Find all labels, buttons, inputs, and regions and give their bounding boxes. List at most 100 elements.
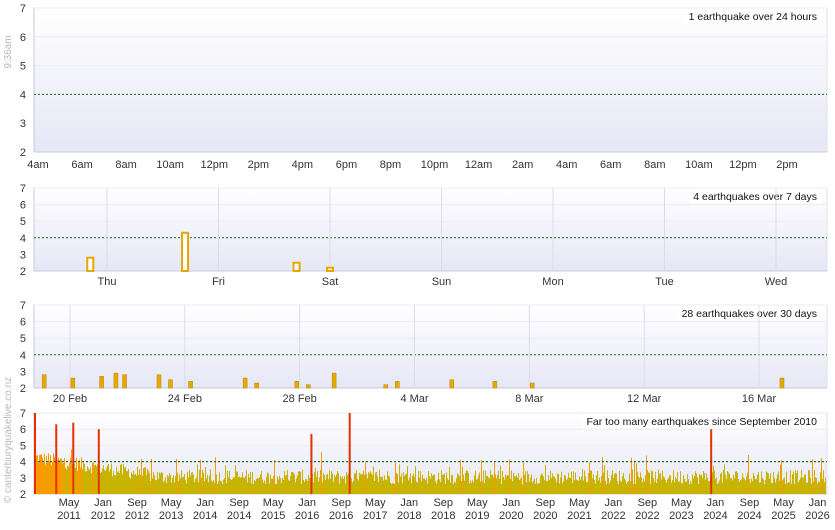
earthquake-bar <box>202 469 203 494</box>
earthquake-bar <box>369 473 370 494</box>
earthquake-bar <box>154 475 155 494</box>
earthquake-bar <box>294 381 300 389</box>
earthquake-bar <box>302 469 303 494</box>
earthquake-bar <box>292 472 293 494</box>
earthquake-bar <box>379 469 380 494</box>
earthquake-bar <box>239 476 240 494</box>
earthquake-bar <box>628 481 629 494</box>
earthquake-bar <box>457 473 458 494</box>
earthquake-bar <box>416 481 417 494</box>
earthquake-bar <box>663 476 664 494</box>
earthquake-bar <box>165 477 166 494</box>
notable-earthquake-bar <box>310 434 313 494</box>
earthquake-bar <box>802 477 803 494</box>
earthquake-bar <box>250 472 251 494</box>
earthquake-bar <box>472 480 473 494</box>
earthquake-bar <box>669 475 670 494</box>
earthquake-bar <box>611 474 612 494</box>
earthquake-bar <box>269 483 270 494</box>
y-tick-label: 3 <box>20 366 26 378</box>
earthquake-bar <box>105 470 106 494</box>
earthquake-bar <box>38 462 39 494</box>
earthquake-bar <box>136 475 137 494</box>
earthquake-bar <box>654 482 655 494</box>
earthquake-bar <box>551 477 552 494</box>
x-tick-year-label: 2020 <box>533 510 557 522</box>
x-tick-label: 4am <box>556 159 577 171</box>
earthquake-bar <box>817 483 818 494</box>
earthquake-bar <box>429 476 430 494</box>
earthquake-bar <box>406 473 407 494</box>
earthquake-bar <box>419 477 420 494</box>
earthquake-bar <box>562 483 563 494</box>
earthquake-bar <box>319 477 320 494</box>
earthquake-bar <box>653 477 654 494</box>
earthquake-bar <box>321 452 322 494</box>
earthquake-bar <box>304 481 305 494</box>
earthquake-bar <box>492 381 498 389</box>
x-tick-year-label: 2018 <box>397 510 421 522</box>
earthquake-bar <box>385 479 386 494</box>
earthquake-bar <box>376 471 377 494</box>
earthquake-bar <box>150 481 151 494</box>
earthquake-bar <box>122 374 127 389</box>
x-tick-month-label: May <box>773 497 794 509</box>
earthquake-bar <box>130 478 131 494</box>
earthquake-bar <box>708 481 709 494</box>
earthquake-bar <box>504 479 505 494</box>
earthquake-bar <box>37 455 38 494</box>
earthquake-bar <box>545 465 546 494</box>
earthquake-bar <box>655 471 656 494</box>
earthquake-bar <box>354 473 355 494</box>
earthquake-bar <box>170 474 171 494</box>
earthquake-bar <box>614 473 615 494</box>
notable-earthquake-bar <box>34 413 36 494</box>
earthquake-bar <box>340 475 341 494</box>
earthquake-bar <box>313 482 314 494</box>
y-tick-label: 7 <box>20 183 26 195</box>
earthquake-bar <box>287 469 288 494</box>
earthquake-bar <box>583 480 584 494</box>
x-tick-year-label: 2012 <box>125 510 149 522</box>
earthquake-bar <box>227 470 228 494</box>
earthquake-bar <box>81 457 82 494</box>
earthquake-bar <box>168 379 173 389</box>
earthquake-bar <box>79 459 80 494</box>
y-tick-label: 5 <box>20 333 26 345</box>
earthquake-bar <box>460 459 461 494</box>
earthquake-bar <box>676 479 677 494</box>
earthquake-bar <box>183 476 184 494</box>
earthquake-bar <box>793 471 794 494</box>
earthquake-bar <box>243 477 244 494</box>
earthquake-bar <box>70 377 76 389</box>
earthquake-bar <box>422 474 423 494</box>
earthquake-bar <box>417 482 418 494</box>
earthquake-bar <box>501 484 502 494</box>
earthquake-bar <box>344 476 345 494</box>
earthquake-bar <box>113 372 119 389</box>
y-tick-label: 7 <box>20 300 26 312</box>
earthquake-bar <box>255 481 256 494</box>
earthquake-bar <box>755 479 756 494</box>
x-tick-year-label: 2014 <box>193 510 217 522</box>
earthquake-bar <box>629 473 630 494</box>
earthquake-bar <box>112 476 113 494</box>
earthquake-bar <box>697 477 698 494</box>
earthquake-bar <box>171 482 172 494</box>
earthquake-bar <box>427 483 428 494</box>
earthquake-bar <box>682 483 683 494</box>
earthquake-bar <box>488 477 489 494</box>
earthquake-bar <box>544 480 545 494</box>
earthquake-bar <box>420 471 421 494</box>
earthquake-bar <box>435 481 436 494</box>
earthquake-bar <box>691 483 692 494</box>
earthquake-bar <box>550 470 551 494</box>
earthquake-bar <box>216 474 217 494</box>
earthquake-bar <box>42 457 43 494</box>
earthquake-bar <box>137 466 138 494</box>
earthquake-bar <box>584 470 585 494</box>
earthquake-bar <box>334 474 335 494</box>
earthquake-bar <box>520 478 521 494</box>
earthquake-bar <box>665 480 666 494</box>
earthquake-bar <box>174 482 175 494</box>
